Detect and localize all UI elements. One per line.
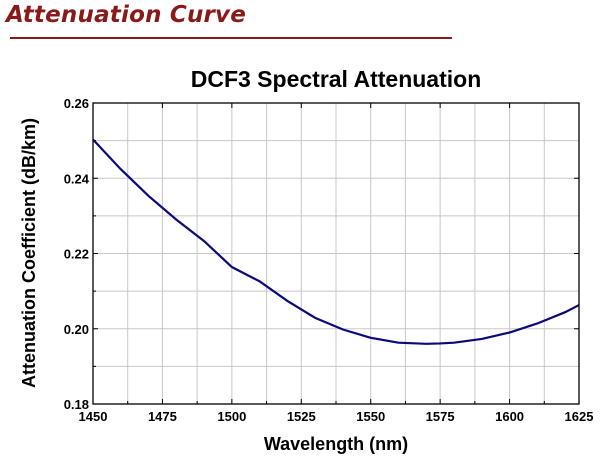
x-tick-label: 1600 <box>495 409 524 424</box>
series-layer <box>92 138 580 345</box>
y-tick-label: 0.22 <box>64 247 89 262</box>
y-axis-label: Attenuation Coefficient (dB/km) <box>19 118 39 388</box>
x-tick-label: 1500 <box>217 409 246 424</box>
x-axis-label: Wavelength (nm) <box>264 434 408 454</box>
x-tick-label: 1450 <box>79 409 108 424</box>
y-tick-label: 0.24 <box>64 171 90 186</box>
x-tick-label: 1525 <box>287 409 316 424</box>
chart-title: DCF3 Spectral Attenuation <box>191 66 482 92</box>
section-title: Attenuation Curve <box>6 2 247 28</box>
y-tick-label: 0.18 <box>64 397 89 412</box>
y-tick-label: 0.26 <box>64 96 89 111</box>
x-tick-label: 1475 <box>148 409 177 424</box>
plot-frame <box>92 102 580 405</box>
x-tick-label: 1575 <box>426 409 455 424</box>
y-tick-label: 0.20 <box>64 322 89 337</box>
x-tick-label: 1625 <box>565 409 594 424</box>
grid-layer <box>92 102 580 405</box>
label-layer: 1450 1475 1500 1525 1550 1575 1600 1625 0.18 0.20… <box>64 96 594 424</box>
title-divider <box>10 37 452 39</box>
x-tick-label: 1550 <box>356 409 385 424</box>
series-line-dcf3 <box>92 138 580 345</box>
